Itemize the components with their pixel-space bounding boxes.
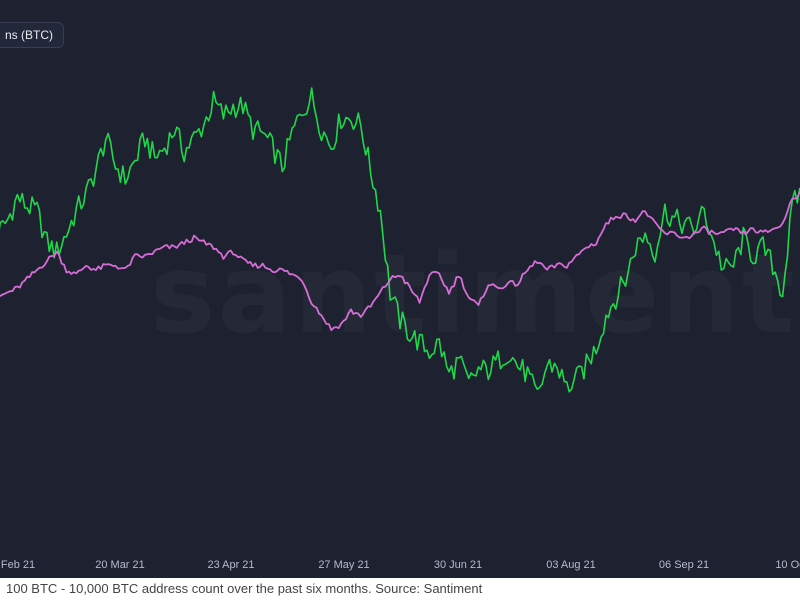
watermark: santiment. (150, 230, 800, 358)
x-tick-label: 06 Sep 21 (659, 559, 709, 571)
chart-panel: Feb 21 20 Mar 21 23 Apr 21 27 May 21 30 Jun … (0, 0, 800, 578)
chart-canvas: Feb 21 20 Mar 21 23 Apr 21 27 May 21 30 Jun … (0, 87, 800, 571)
series-lines (0, 87, 800, 393)
x-tick-label: 30 Jun 21 (434, 559, 482, 571)
x-tick-label: 20 Mar 21 (95, 559, 145, 571)
x-tick-label: 27 May 21 (318, 559, 369, 571)
x-tick-label: Feb 21 (1, 559, 35, 571)
figure-caption: 100 BTC - 10,000 BTC address count over … (0, 578, 800, 600)
legend-series-label[interactable]: ns (BTC) (0, 22, 64, 48)
series-line-pink (0, 191, 800, 332)
series-line-green (0, 87, 800, 393)
x-axis: Feb 21 20 Mar 21 23 Apr 21 27 May 21 30 Jun … (1, 559, 800, 571)
x-tick-label: 10 Oc (775, 559, 800, 571)
x-tick-label: 23 Apr 21 (207, 559, 254, 571)
x-tick-label: 03 Aug 21 (546, 559, 596, 571)
